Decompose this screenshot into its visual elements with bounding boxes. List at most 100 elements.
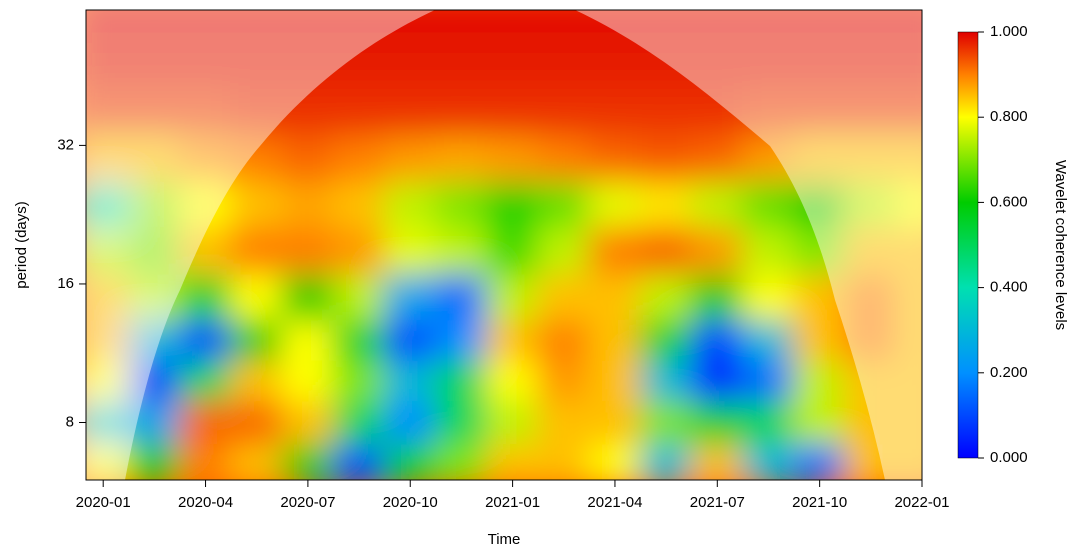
heatmap-cell: [281, 442, 335, 480]
heatmap-cell: [486, 86, 540, 136]
heatmap-cell: [844, 10, 898, 44]
heatmap-cell: [127, 133, 181, 182]
heatmap-cell: [127, 442, 181, 480]
heatmap-cell: [537, 10, 591, 44]
heatmap-cell: [844, 41, 898, 89]
heatmap-cell: [537, 358, 591, 402]
heatmap-cell: [486, 225, 540, 275]
heatmap-cell: [230, 272, 284, 321]
cone-of-influence: [86, 10, 922, 480]
heatmap-cell: [588, 318, 642, 361]
heatmap-cell: [588, 10, 642, 44]
heatmap-cell: [434, 442, 489, 480]
heatmap-cell: [178, 10, 233, 44]
heatmap-cell: [741, 442, 796, 480]
heatmap-cell: [332, 225, 386, 275]
heatmap-cell: [434, 399, 489, 445]
x-tick-label: 2021-07: [690, 494, 745, 511]
heatmap-cells: [86, 10, 922, 480]
heatmap-cell: [178, 133, 233, 182]
heatmap-cell: [230, 179, 284, 228]
heatmap-cell: [127, 41, 181, 89]
heatmap-cell: [690, 86, 744, 136]
heatmap-cell: [537, 86, 591, 136]
heatmap-cell: [793, 358, 847, 402]
heatmap-cell: [895, 10, 922, 44]
heatmap-cell: [588, 442, 642, 480]
heatmap-cell: [281, 86, 335, 136]
heatmap-cell: [178, 225, 233, 275]
heatmap-cell: [281, 399, 335, 445]
heatmap-cell: [793, 318, 847, 361]
x-tick-label: 2020-07: [280, 494, 335, 511]
heatmap-cell: [639, 86, 693, 136]
heatmap-cell: [281, 225, 335, 275]
heatmap-cell: [741, 225, 796, 275]
heatmap-cell: [741, 358, 796, 402]
heatmap-cell: [895, 272, 922, 321]
heatmap-cell: [86, 133, 130, 182]
heatmap-cell: [86, 179, 130, 228]
heatmap-cell: [486, 10, 540, 44]
heatmap-cell: [741, 272, 796, 321]
colorbar-tick-label: 0.800: [990, 108, 1028, 125]
heatmap-cell: [281, 272, 335, 321]
heatmap-cell: [537, 225, 591, 275]
heatmap-cell: [230, 318, 284, 361]
heatmap-cell: [486, 399, 540, 445]
heatmap-cell: [178, 179, 233, 228]
heatmap-cell: [434, 225, 489, 275]
heatmap-cell: [690, 442, 744, 480]
heatmap-cell: [383, 225, 437, 275]
heatmap-cell: [486, 179, 540, 228]
heatmap-cell: [86, 318, 130, 361]
heatmap-cell: [86, 272, 130, 321]
heatmap-cell: [86, 86, 130, 136]
heatmap-cell: [895, 133, 922, 182]
heatmap-cell: [178, 399, 233, 445]
heatmap-cell: [741, 133, 796, 182]
heatmap-cell: [230, 399, 284, 445]
heatmap-cell: [639, 10, 693, 44]
heatmap-cell: [434, 179, 489, 228]
heatmap-cell: [230, 41, 284, 89]
heatmap-cell: [844, 399, 898, 445]
heatmap-cell: [537, 442, 591, 480]
heatmap-cell: [434, 41, 489, 89]
colorbar: [957, 31, 979, 459]
heatmap-cell: [690, 272, 744, 321]
heatmap-cell: [86, 41, 130, 89]
heatmap-cell: [793, 10, 847, 44]
heatmap-cell: [588, 399, 642, 445]
heatmap-cell: [332, 399, 386, 445]
heatmap-cell: [639, 399, 693, 445]
heatmap-cell: [690, 318, 744, 361]
heatmap-cell: [844, 272, 898, 321]
heatmap-cell: [639, 442, 693, 480]
heatmap-cell: [86, 442, 130, 480]
heatmap-cell: [230, 225, 284, 275]
heatmap-cell: [281, 133, 335, 182]
heatmap-cell: [383, 179, 437, 228]
colorbar-tick-label: 1.000: [990, 23, 1028, 40]
heatmap-cell: [383, 86, 437, 136]
heatmap-cell: [332, 86, 386, 136]
heatmap-cell: [639, 272, 693, 321]
heatmap-cell: [844, 318, 898, 361]
heatmap-cell: [230, 86, 284, 136]
heatmap-cell: [178, 358, 233, 402]
heatmap-cell: [537, 399, 591, 445]
heatmap-cell: [844, 133, 898, 182]
heatmap-cell: [639, 225, 693, 275]
heatmap-cell: [486, 272, 540, 321]
heatmap-cell: [741, 41, 796, 89]
heatmap-cell: [588, 41, 642, 89]
heatmap-cell: [793, 442, 847, 480]
x-tick-label: 2021-10: [792, 494, 847, 511]
heatmap-cell: [793, 399, 847, 445]
heatmap-cell: [690, 225, 744, 275]
heatmap-cell: [895, 442, 922, 480]
heatmap-cell: [793, 41, 847, 89]
heatmap-cell: [434, 10, 489, 44]
heatmap-cell: [383, 318, 437, 361]
